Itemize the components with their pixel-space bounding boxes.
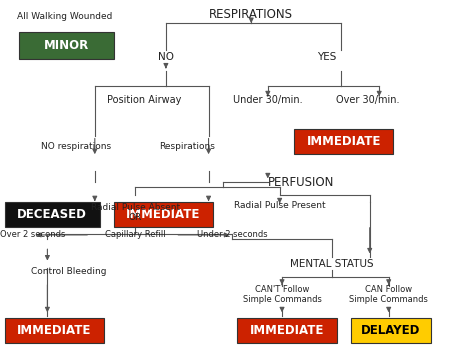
Text: Position Airway: Position Airway [108, 95, 182, 105]
Text: CAN Follow
Simple Commands: CAN Follow Simple Commands [349, 285, 428, 304]
Text: IMMEDIATE: IMMEDIATE [18, 324, 91, 337]
Text: Over 2 seconds: Over 2 seconds [0, 230, 66, 240]
Text: MENTAL STATUS: MENTAL STATUS [290, 259, 374, 269]
Text: OR: OR [128, 213, 142, 222]
Text: Radial Pulse Present: Radial Pulse Present [234, 201, 326, 210]
Text: Radial Pulse Absent: Radial Pulse Absent [91, 202, 180, 212]
Text: IMMEDIATE: IMMEDIATE [307, 135, 381, 147]
Text: IMMEDIATE: IMMEDIATE [250, 324, 324, 337]
Text: Over 30/min.: Over 30/min. [336, 95, 399, 105]
Text: DELAYED: DELAYED [361, 324, 421, 337]
FancyBboxPatch shape [5, 202, 100, 227]
Text: DECEASED: DECEASED [17, 208, 87, 221]
Text: NO respirations: NO respirations [41, 142, 111, 151]
Text: Under 2 seconds: Under 2 seconds [197, 230, 267, 240]
FancyBboxPatch shape [237, 318, 337, 343]
Text: MINOR: MINOR [44, 39, 89, 52]
Text: Capillary Refill: Capillary Refill [105, 230, 165, 240]
Text: RESPIRATIONS: RESPIRATIONS [209, 8, 293, 21]
Text: CAN'T Follow
Simple Commands: CAN'T Follow Simple Commands [243, 285, 321, 304]
Text: All Walking Wounded: All Walking Wounded [17, 11, 112, 21]
Text: IMMEDIATE: IMMEDIATE [127, 208, 201, 221]
FancyBboxPatch shape [5, 318, 104, 343]
FancyBboxPatch shape [351, 318, 431, 343]
FancyBboxPatch shape [294, 129, 393, 154]
Text: Respirations: Respirations [159, 142, 215, 151]
Text: Control Bleeding: Control Bleeding [31, 267, 107, 276]
Text: PERFUSION: PERFUSION [268, 176, 334, 188]
Text: NO: NO [158, 52, 174, 62]
FancyBboxPatch shape [19, 32, 114, 59]
Text: YES: YES [318, 52, 337, 62]
Text: Under 30/min.: Under 30/min. [233, 95, 302, 105]
FancyBboxPatch shape [114, 202, 213, 227]
